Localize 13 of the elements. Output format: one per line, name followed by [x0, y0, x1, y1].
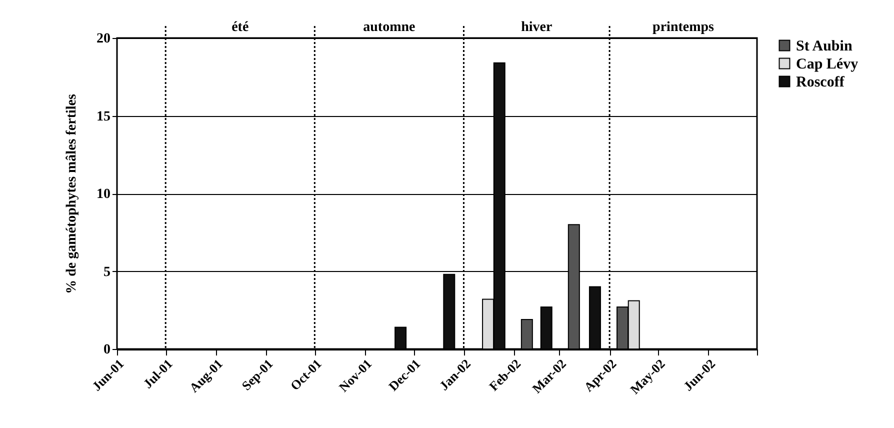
y-tick-label: 0: [104, 342, 110, 358]
text: automne: [363, 20, 416, 35]
legend-label: St Aubin: [796, 38, 853, 54]
y-tick-label: 20: [96, 32, 110, 46]
y-tick-label: 15: [96, 109, 110, 124]
y-tick-label: 5: [104, 264, 110, 280]
text: printemps: [652, 20, 715, 35]
y-tick-label: 10: [96, 187, 110, 202]
text: hiver: [521, 20, 552, 35]
text: été: [232, 20, 249, 35]
legend-label: Cap Lévy: [796, 56, 859, 72]
legend-label: Roscoff: [796, 74, 846, 90]
y-axis-title: % de gamétophytes mâles fertiles: [64, 94, 80, 294]
